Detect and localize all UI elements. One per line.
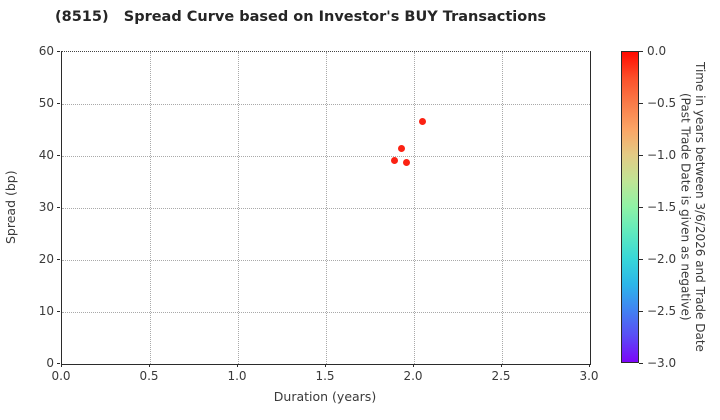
colorbar-tick-label: −0.5 [647, 96, 677, 110]
colorbar-tick-mark [639, 363, 643, 364]
y-tick-mark [57, 363, 60, 364]
x-tick-mark [325, 364, 326, 367]
x-tick-label: 0.0 [51, 369, 71, 383]
data-point [398, 144, 406, 152]
y-tick-label: 40 [38, 148, 54, 162]
y-tick-label: 30 [38, 200, 54, 214]
x-tick-mark [413, 364, 414, 367]
gridline-horizontal [62, 208, 590, 209]
colorbar-label-line2: (Past Trade Date is given as negative) [678, 93, 693, 321]
colorbar-tick-label: −2.0 [647, 252, 677, 266]
data-point [419, 117, 427, 125]
x-tick-label: 1.5 [315, 369, 335, 383]
x-tick-label: 2.5 [491, 369, 511, 383]
data-point [403, 159, 411, 167]
y-tick-mark [57, 259, 60, 260]
y-tick-mark [57, 311, 60, 312]
colorbar-tick-mark [639, 103, 643, 104]
x-tick-mark [149, 364, 150, 367]
data-point [391, 156, 399, 164]
x-tick-mark [237, 364, 238, 367]
y-tick-label: 0 [46, 356, 54, 370]
gridline-horizontal [62, 260, 590, 261]
colorbar-tick-mark [639, 207, 643, 208]
colorbar-label: Time in years between 3/6/2026 and Trade… [678, 51, 708, 363]
colorbar-tick-label: −1.5 [647, 200, 677, 214]
x-tick-label: 2.0 [403, 369, 423, 383]
y-tick-mark [57, 51, 60, 52]
y-axis-label: Spread (bp) [3, 170, 18, 244]
colorbar-tick-label: −1.0 [647, 148, 677, 162]
colorbar-tick-mark [639, 155, 643, 156]
gridline-horizontal [62, 104, 590, 105]
x-axis-label: Duration (years) [273, 389, 377, 404]
y-tick-mark [57, 155, 60, 156]
x-tick-mark [589, 364, 590, 367]
colorbar-tick-mark [639, 51, 643, 52]
colorbar-gradient [621, 51, 639, 363]
gridline-horizontal [62, 156, 590, 157]
y-tick-label: 20 [38, 252, 54, 266]
colorbar-tick-mark [639, 259, 643, 260]
gridline-horizontal [62, 312, 590, 313]
colorbar-tick-label: −3.0 [647, 356, 677, 370]
colorbar-tick-label: 0.0 [647, 44, 667, 58]
y-tick-label: 60 [38, 44, 54, 58]
y-tick-mark [57, 103, 60, 104]
y-tick-label: 50 [38, 96, 54, 110]
x-tick-mark [501, 364, 502, 367]
colorbar-tick-label: −2.5 [647, 304, 677, 318]
y-tick-mark [57, 207, 60, 208]
colorbar-label-line1: Time in years between 3/6/2026 and Trade… [693, 62, 707, 352]
chart-title: (8515) Spread Curve based on Investor's … [55, 9, 547, 25]
x-tick-mark [61, 364, 62, 367]
x-tick-label: 1.0 [227, 369, 247, 383]
plot-area [61, 51, 591, 365]
x-tick-label: 0.5 [139, 369, 159, 383]
colorbar-tick-mark [639, 311, 643, 312]
y-tick-label: 10 [38, 304, 54, 318]
x-tick-label: 3.0 [579, 369, 599, 383]
